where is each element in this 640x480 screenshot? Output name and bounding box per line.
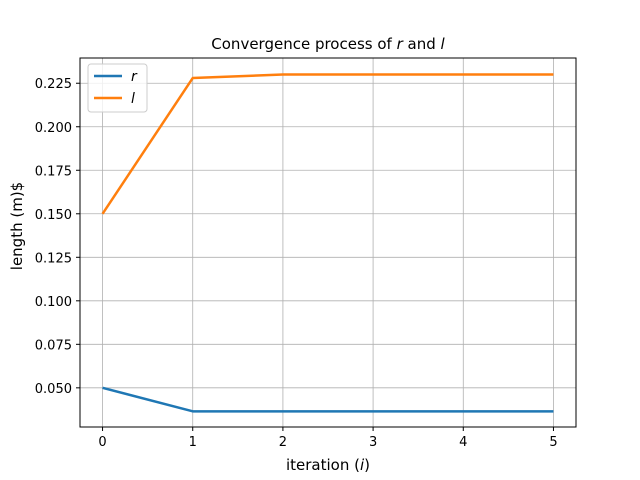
x-tick-label: 2 [279, 435, 287, 450]
xlabel-prefix: iteration ( [286, 456, 360, 474]
ticks: 0 1 2 3 4 5 0.050 0.075 0.100 0.125 0.150 0.175 0.20… [35, 77, 558, 450]
title-prefix: Convergence process of [211, 35, 396, 53]
x-axis-title: iteration (i) [286, 456, 370, 474]
legend-label-l: l [131, 91, 135, 107]
title-var-r: r [397, 35, 404, 53]
xlabel-var: i [360, 456, 365, 474]
y-tick-label: 0.050 [35, 382, 72, 397]
y-tick-label: 0.125 [35, 251, 72, 266]
series-line-l [101, 73, 554, 215]
series-lines [101, 73, 554, 413]
axes-frame [79, 57, 577, 428]
chart-title: Convergence process of r and l [211, 35, 445, 53]
legend: r l [87, 63, 148, 113]
y-tick-label: 0.225 [35, 77, 72, 92]
x-tick-label: 0 [98, 435, 106, 450]
y-tick-label: 0.075 [35, 338, 72, 353]
grid [80, 58, 576, 427]
title-middle: and [403, 35, 441, 53]
legend-box [87, 63, 148, 113]
y-tick-label: 0.100 [35, 295, 72, 310]
x-tick-label: 4 [459, 435, 467, 450]
y-axis-title: length (m)$ [8, 182, 26, 270]
x-tick-label: 3 [369, 435, 377, 450]
y-tick-label: 0.175 [35, 164, 72, 179]
x-tick-label: 1 [189, 435, 197, 450]
y-tick-label: 0.150 [35, 208, 72, 223]
xlabel-suffix: ) [364, 456, 370, 474]
y-tick-label: 0.200 [35, 121, 72, 136]
series-line-r [102, 386, 554, 413]
legend-label-r: r [131, 69, 138, 85]
x-tick-label: 5 [549, 435, 557, 450]
title-var-l: l [441, 35, 446, 53]
